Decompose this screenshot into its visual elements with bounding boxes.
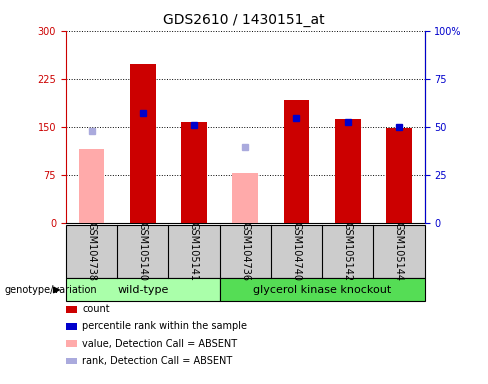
Text: genotype/variation: genotype/variation [5,285,98,295]
Bar [181,122,207,223]
Bar [79,149,104,223]
Text: rank, Detection Call = ABSENT: rank, Detection Call = ABSENT [82,356,233,366]
Text: percentile rank within the sample: percentile rank within the sample [82,321,247,331]
Text: GSM104738: GSM104738 [86,222,97,281]
Text: GSM105141: GSM105141 [189,222,199,281]
Bar [386,128,412,223]
Text: count: count [82,304,110,314]
Bar [284,100,309,223]
Text: GSM105144: GSM105144 [394,222,404,281]
Text: GDS2610 / 1430151_at: GDS2610 / 1430151_at [163,13,325,27]
Text: GSM105140: GSM105140 [138,222,148,281]
Text: wild-type: wild-type [117,285,168,295]
Text: GSM104736: GSM104736 [240,222,250,281]
Text: glycerol kinase knockout: glycerol kinase knockout [253,285,391,295]
Text: GSM104740: GSM104740 [291,222,302,281]
Bar [335,119,361,223]
Bar [232,173,258,223]
Text: value, Detection Call = ABSENT: value, Detection Call = ABSENT [82,339,238,349]
Text: GSM105142: GSM105142 [343,222,353,281]
Bar [130,64,156,223]
